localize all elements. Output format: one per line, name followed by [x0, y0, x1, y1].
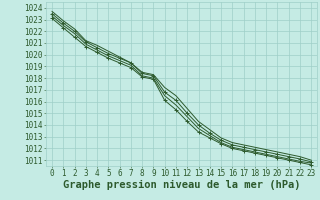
X-axis label: Graphe pression niveau de la mer (hPa): Graphe pression niveau de la mer (hPa) [63, 180, 300, 190]
